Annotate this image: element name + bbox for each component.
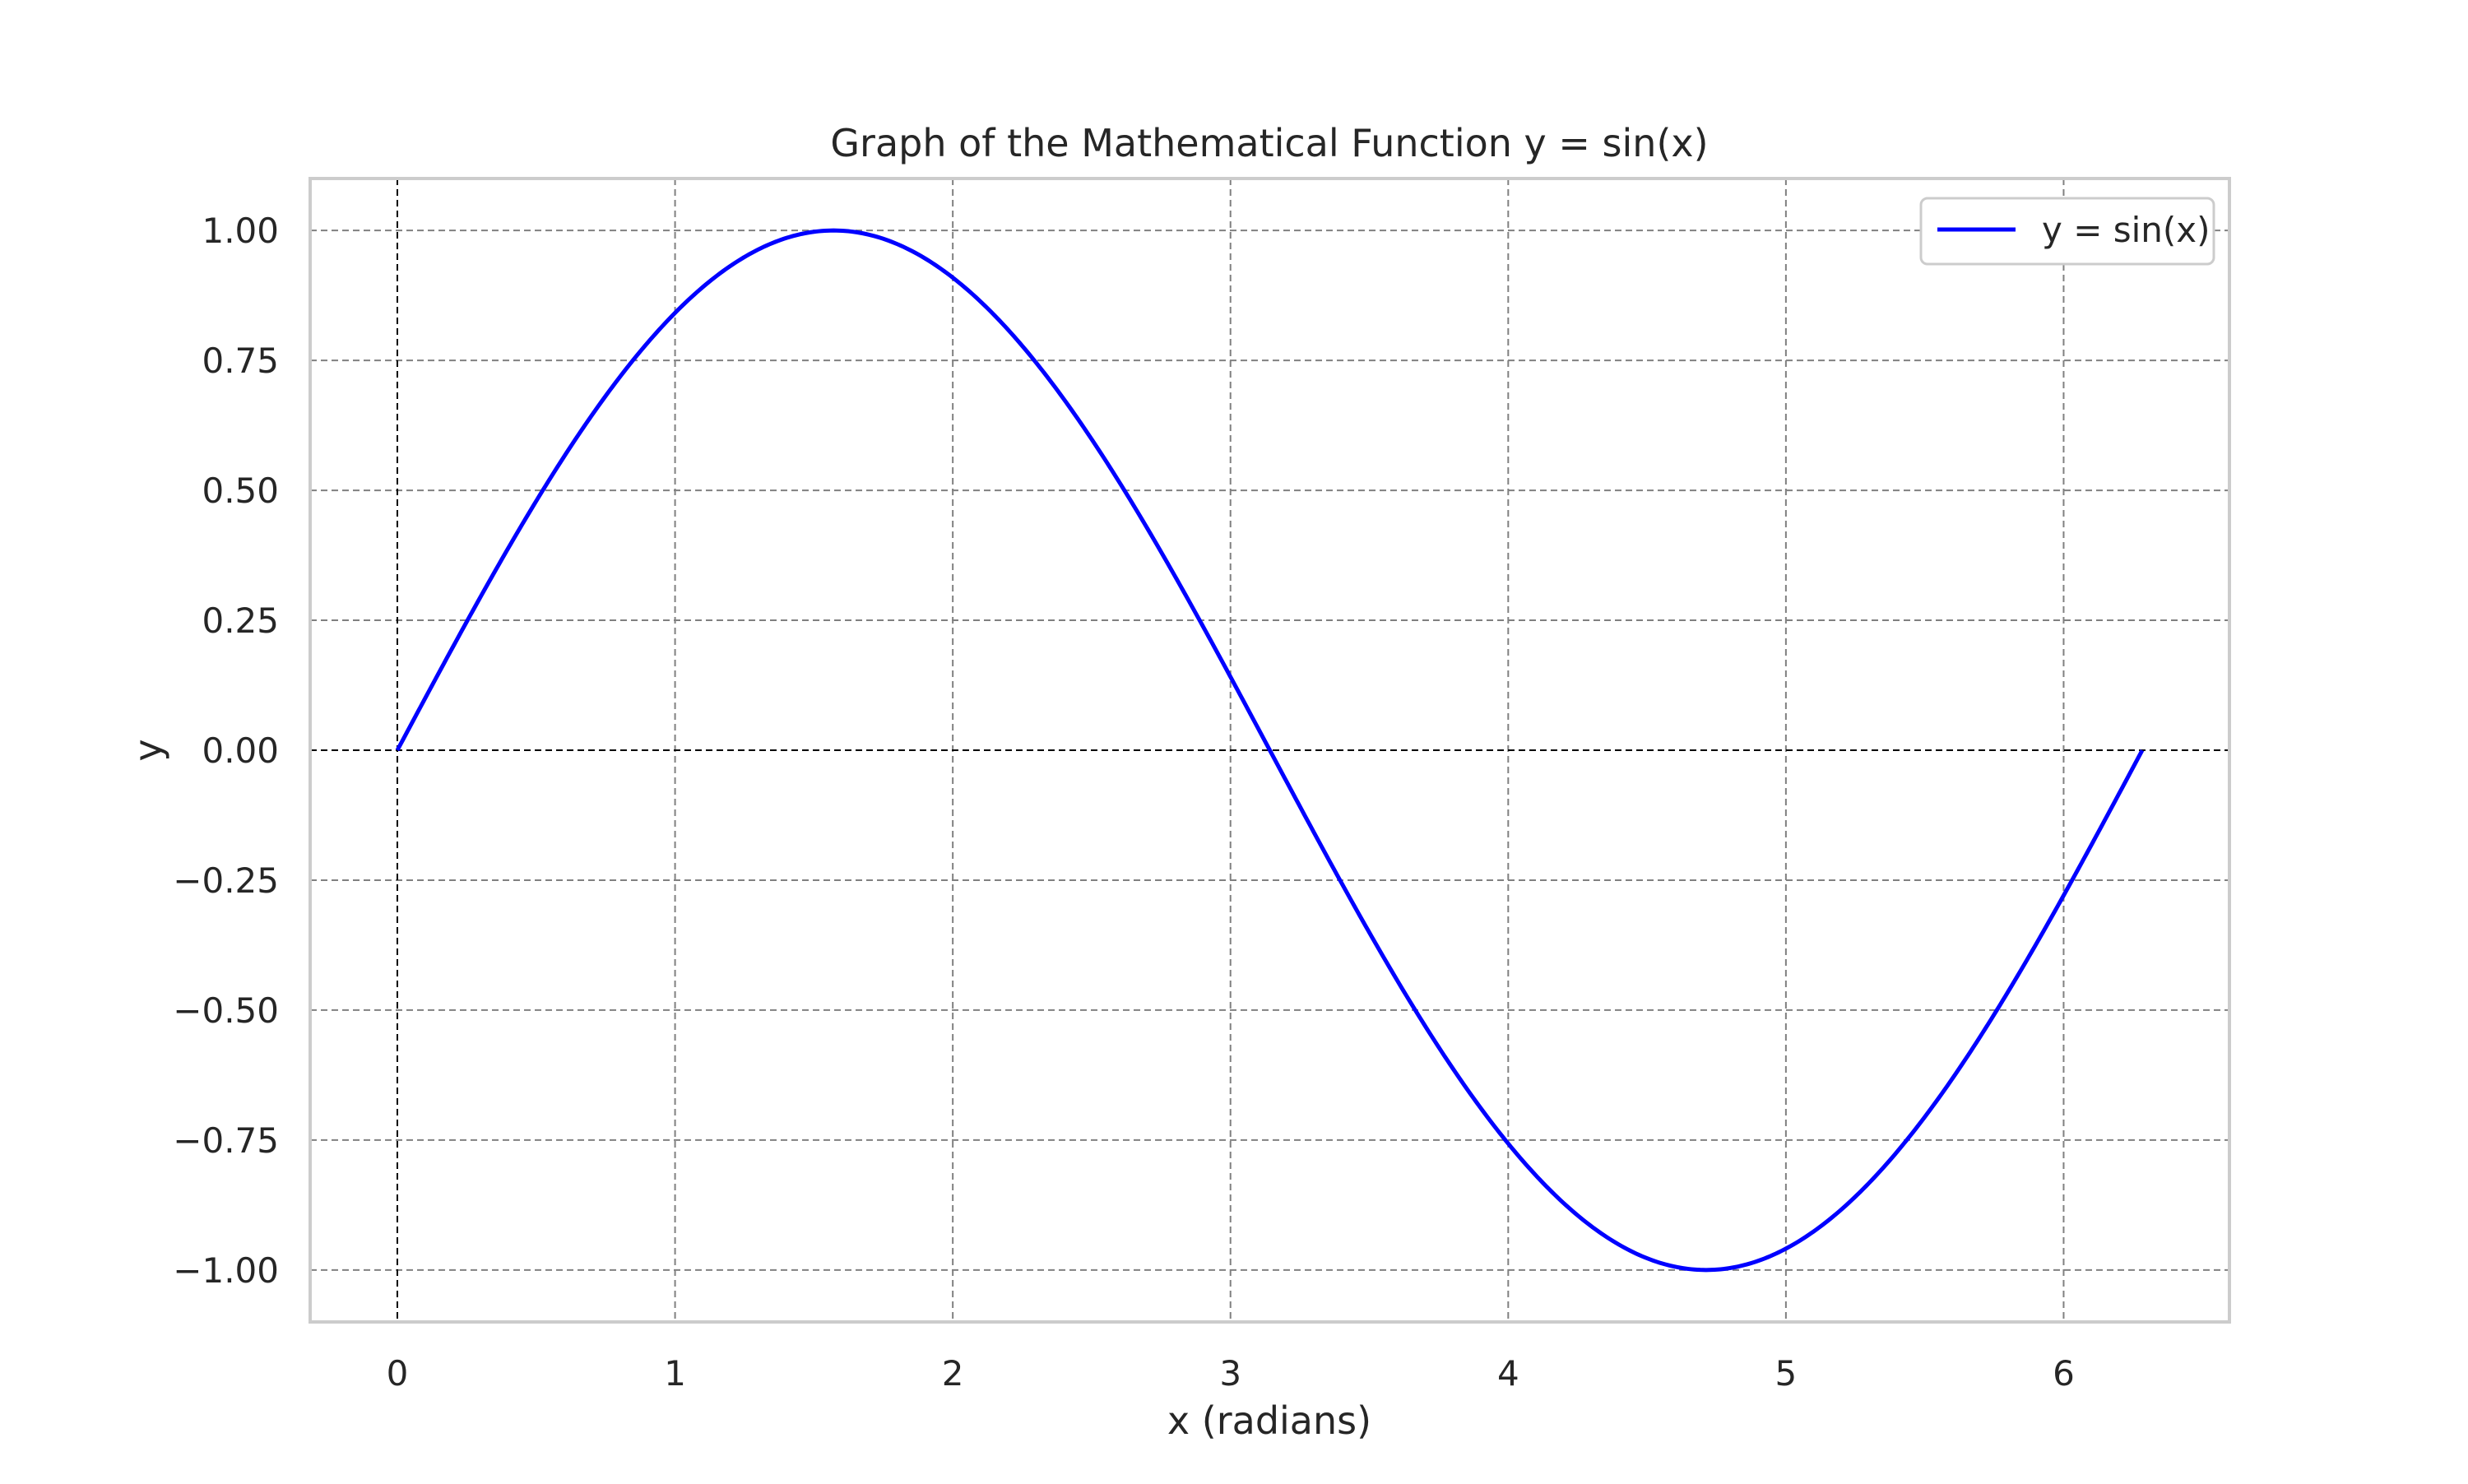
x-axis-label: x (radians) — [1167, 1398, 1371, 1443]
y-tick-label: −1.00 — [173, 1250, 279, 1291]
y-tick-label: −0.75 — [173, 1120, 279, 1161]
x-tick-label: 6 — [2053, 1353, 2075, 1394]
x-tick-label: 0 — [387, 1353, 409, 1394]
legend-entry-label: y = sin(x) — [2042, 210, 2211, 250]
legend-box — [1919, 197, 2215, 266]
plot-frame — [308, 177, 2231, 1324]
x-tick-label: 5 — [1775, 1353, 1798, 1394]
x-tick-label: 1 — [664, 1353, 686, 1394]
y-tick-label: 0.50 — [202, 471, 279, 511]
y-tick-label: 0.25 — [202, 601, 279, 641]
x-tick-labels: 0 1 2 3 4 5 6 — [387, 1353, 2075, 1394]
y-tick-labels: 1.00 0.75 0.50 0.25 0.00 −0.25 −0.50 −0.75 −1.00 — [173, 211, 279, 1291]
series-line-sin — [395, 228, 2145, 1273]
y-tick-label: −0.25 — [173, 860, 279, 901]
x-tick-label: 2 — [942, 1353, 964, 1394]
chart-title: Graph of the Mathematical Function y = s… — [830, 121, 1708, 165]
x-tick-label: 4 — [1497, 1353, 1519, 1394]
series-layer — [395, 228, 2145, 1273]
y-tick-label: 0.00 — [202, 730, 279, 771]
y-tick-label: 1.00 — [202, 211, 279, 251]
y-axis-label: y — [126, 739, 170, 761]
legend: y = sin(x) — [1919, 197, 2215, 266]
x-tick-label: 3 — [1219, 1353, 1241, 1394]
y-tick-label: 0.75 — [202, 341, 279, 381]
reference-lines — [310, 179, 2229, 1322]
y-tick-label: −0.50 — [173, 990, 279, 1031]
